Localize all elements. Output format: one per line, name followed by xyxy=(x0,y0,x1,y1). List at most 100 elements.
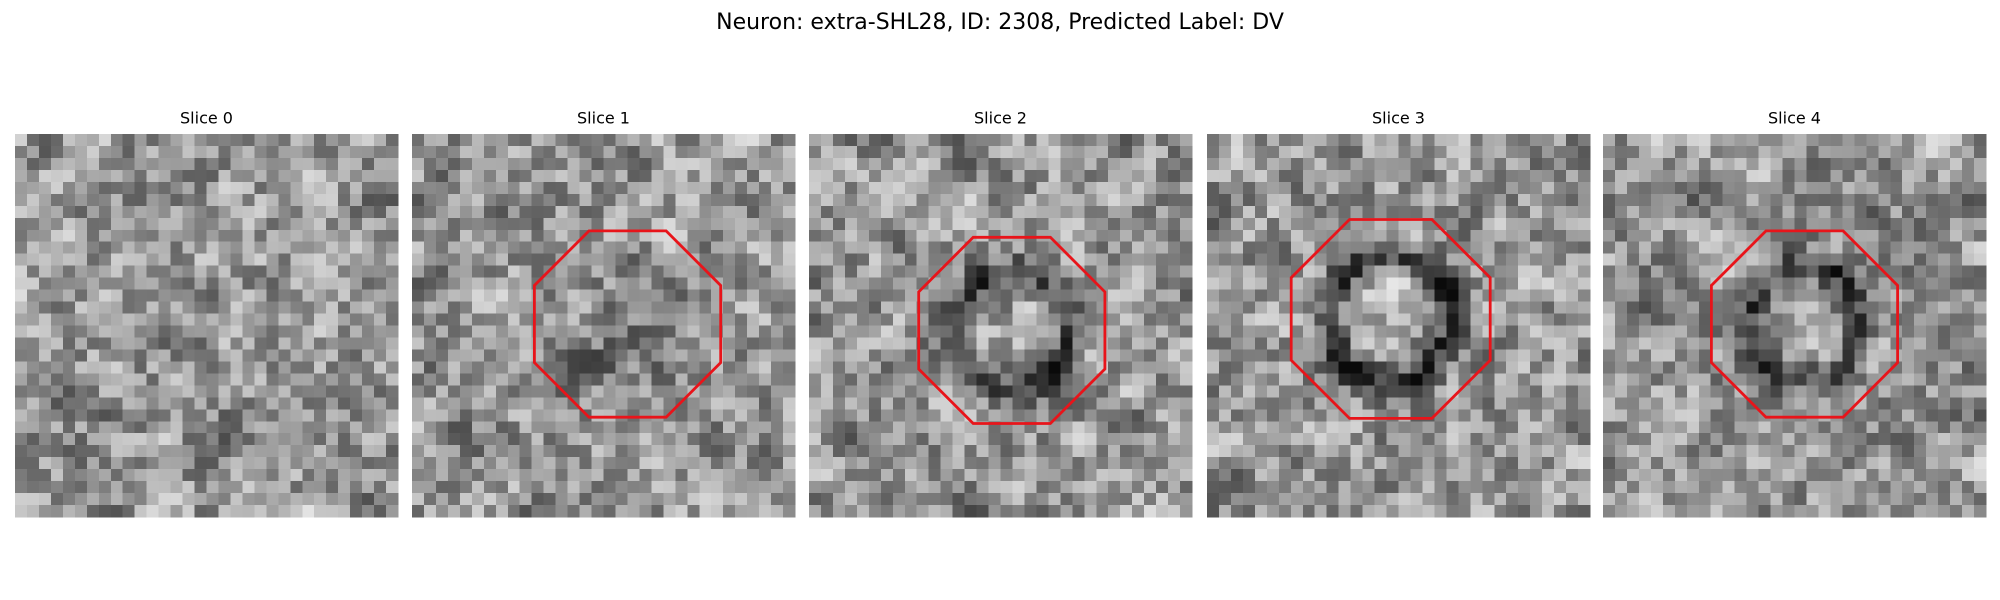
pixel xyxy=(290,241,303,254)
pixel xyxy=(314,397,327,410)
pixel xyxy=(254,433,267,446)
pixel xyxy=(1806,157,1819,171)
pixel xyxy=(627,409,640,422)
pixel xyxy=(1326,145,1339,159)
pixel xyxy=(1024,145,1037,159)
pixel xyxy=(1638,253,1652,266)
pixel xyxy=(110,421,124,434)
pixel xyxy=(230,241,243,254)
pixel xyxy=(1108,289,1121,302)
pixel xyxy=(412,337,425,350)
pixel xyxy=(194,361,207,374)
pixel xyxy=(783,505,796,518)
pixel xyxy=(1218,134,1232,147)
pixel xyxy=(856,229,870,243)
pixel xyxy=(1746,277,1759,290)
pixel xyxy=(1180,169,1193,183)
pixel xyxy=(1218,409,1232,422)
pixel xyxy=(1096,445,1109,458)
pixel xyxy=(1218,325,1232,338)
pixel xyxy=(15,313,28,326)
pixel xyxy=(182,217,195,231)
pixel xyxy=(1614,301,1628,314)
pixel xyxy=(880,385,894,398)
pixel xyxy=(1266,493,1280,506)
pixel xyxy=(1350,481,1363,494)
pixel xyxy=(1518,457,1531,470)
pixel xyxy=(1638,313,1652,326)
pixel xyxy=(1962,361,1975,374)
pixel xyxy=(1650,433,1664,446)
pixel xyxy=(820,277,834,290)
pixel xyxy=(1218,205,1232,219)
pixel xyxy=(230,229,243,243)
pixel xyxy=(964,277,977,290)
pixel xyxy=(771,241,784,254)
pixel xyxy=(880,433,894,446)
pixel xyxy=(1722,421,1735,434)
pixel xyxy=(1350,253,1363,266)
pixel xyxy=(1012,217,1025,231)
pixel xyxy=(543,445,556,458)
pixel xyxy=(1794,277,1807,290)
pixel xyxy=(290,433,303,446)
pixel xyxy=(1770,421,1783,434)
pixel xyxy=(904,193,918,207)
pixel xyxy=(1542,193,1555,207)
pixel xyxy=(412,313,425,326)
pixel xyxy=(1494,385,1507,398)
pixel xyxy=(651,229,664,243)
pixel xyxy=(892,349,906,362)
pixel xyxy=(1902,241,1915,254)
pixel xyxy=(1362,301,1375,314)
pixel xyxy=(1410,205,1423,219)
pixel xyxy=(1048,241,1061,254)
pixel xyxy=(158,361,171,374)
pixel xyxy=(783,397,796,410)
pixel xyxy=(1698,253,1712,266)
pixel xyxy=(1614,289,1628,302)
pixel xyxy=(976,313,989,326)
pixel xyxy=(1902,349,1915,362)
pixel xyxy=(1434,205,1447,219)
pixel xyxy=(1446,193,1459,207)
pixel xyxy=(1386,433,1399,446)
pixel xyxy=(338,229,351,243)
pixel xyxy=(1036,229,1049,243)
pixel xyxy=(350,277,363,290)
pixel xyxy=(1722,385,1735,398)
pixel xyxy=(1662,289,1676,302)
pixel xyxy=(1266,241,1280,254)
pixel xyxy=(62,181,76,195)
pixel xyxy=(1060,145,1073,159)
pixel xyxy=(423,217,437,231)
pixel xyxy=(1156,505,1169,518)
pixel xyxy=(507,373,521,386)
pixel xyxy=(1362,157,1375,171)
pixel xyxy=(495,301,509,314)
pixel xyxy=(1878,134,1891,147)
pixel xyxy=(374,313,387,326)
pixel xyxy=(1156,157,1169,171)
pixel xyxy=(158,181,171,195)
pixel xyxy=(759,325,772,338)
pixel xyxy=(1710,157,1723,171)
pixel xyxy=(1878,181,1891,195)
pixel xyxy=(338,373,351,386)
pixel xyxy=(1144,301,1157,314)
pixel xyxy=(832,134,846,147)
pixel xyxy=(1974,349,1987,362)
pixel xyxy=(1686,253,1700,266)
pixel xyxy=(302,193,315,207)
pixel xyxy=(1338,289,1351,302)
pixel xyxy=(1518,265,1531,278)
pixel xyxy=(38,277,52,290)
pixel xyxy=(1914,181,1927,195)
pixel xyxy=(302,373,315,386)
pixel xyxy=(1518,217,1531,231)
pixel xyxy=(747,181,760,195)
pixel xyxy=(651,433,664,446)
pixel xyxy=(1830,289,1843,302)
pixel xyxy=(507,193,521,207)
pixel xyxy=(1950,157,1963,171)
